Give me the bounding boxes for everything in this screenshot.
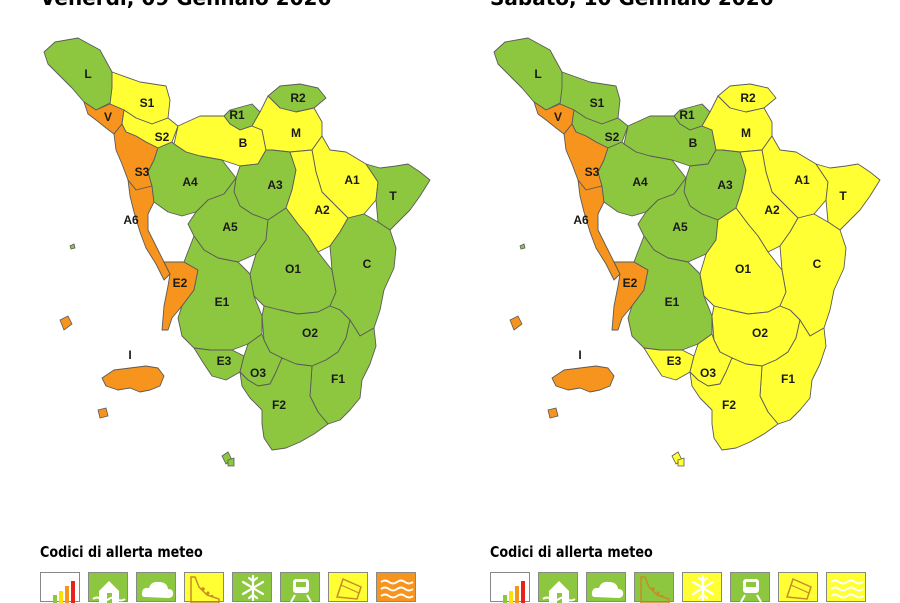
zone-label-s2: S2 [605,130,620,144]
legend-title: Codici di allerta meteo [40,543,203,561]
zone-label-t: T [839,189,847,203]
zone-label-e1: E1 [665,295,680,309]
zone-label-r1: R1 [229,108,245,122]
zone-i [551,365,615,393]
zone-label-r2: R2 [290,91,306,105]
minor-island-3 [227,457,235,467]
zone-label-a6: A6 [573,213,589,227]
zone-label-i: I [128,348,131,362]
zone-label-o1: O1 [735,262,751,276]
zone-label-e2: E2 [623,276,638,290]
zone-l [493,37,569,111]
zone-label-c: C [363,257,372,271]
zone-label-a5: A5 [222,220,238,234]
minor-island-1 [97,407,109,419]
storm-cloud-icon [586,572,626,602]
zone-label-i: I [578,348,581,362]
snowflake-icon [682,572,722,602]
zone-i [101,365,165,393]
zone-label-m: M [291,126,301,140]
zone-label-o2: O2 [752,326,768,340]
wind-icon [328,572,368,602]
minor-island-4 [519,243,526,250]
zone-label-a1: A1 [794,173,810,187]
minor-island-3 [677,457,685,467]
zone-label-s3: S3 [135,165,150,179]
zone-label-f2: F2 [272,398,286,412]
zone-label-s1: S1 [590,96,605,110]
minor-island-0 [509,315,523,331]
legend-title: Codici di allerta meteo [490,543,653,561]
zone-label-a6: A6 [123,213,139,227]
zone-label-a5: A5 [672,220,688,234]
ice-road-icon [280,572,320,603]
zone-label-a4: A4 [182,175,198,189]
zone-label-o2: O2 [302,326,318,340]
zone-label-v: V [104,110,112,124]
minor-island-4 [69,243,76,250]
zone-label-r1: R1 [679,108,695,122]
zone-label-b: B [689,136,698,150]
landslide-icon [184,572,224,603]
flood-house-icon [538,572,578,603]
zone-t [815,163,881,231]
map-date-title: Venerdì, 09 Gennaio 2026 [40,0,331,10]
sea-waves-icon [376,572,416,602]
zone-t [365,163,431,231]
zone-c [779,213,847,337]
zone-label-e1: E1 [215,295,230,309]
zone-l [43,37,119,111]
zone-label-s2: S2 [155,130,170,144]
zone-label-e3: E3 [217,354,232,368]
ice-road-icon [730,572,770,603]
signal-bars-icon [40,572,80,603]
zone-label-v: V [554,110,562,124]
wind-icon [778,572,818,602]
zone-label-e3: E3 [667,354,682,368]
zone-label-a2: A2 [764,203,780,217]
tuscany-alert-map: L S1 V S2 S3 A6 E2 R1 R2 B M A4 A3 A1 T A2 A5 E1 O1 C E3 O2 O3… [493,37,881,467]
zone-label-f1: F1 [781,372,795,386]
zone-label-a1: A1 [344,173,360,187]
map-panel-saturday: Sabato, 10 Gennaio 2026 L S1 V S2 S3 A6 E2 R1 R2… [450,0,900,603]
landslide-icon [634,572,674,603]
zone-label-r2: R2 [740,91,756,105]
map-panel-friday: Venerdì, 09 Gennaio 2026 L S1 V S2 S3 A6 E2 R1 R… [0,0,450,603]
zone-label-b: B [239,136,248,150]
signal-bars-icon [490,572,530,603]
zone-label-a2: A2 [314,203,330,217]
minor-island-1 [547,407,559,419]
zone-label-f2: F2 [722,398,736,412]
zone-label-a3: A3 [267,178,283,192]
zone-label-e2: E2 [173,276,188,290]
zone-label-a4: A4 [632,175,648,189]
zone-label-o1: O1 [285,262,301,276]
zone-label-o3: O3 [700,366,716,380]
map-date-title: Sabato, 10 Gennaio 2026 [490,0,774,10]
zone-label-m: M [741,126,751,140]
zone-label-o3: O3 [250,366,266,380]
minor-island-0 [59,315,73,331]
zone-label-a3: A3 [717,178,733,192]
zone-f2 [689,357,779,451]
zone-label-f1: F1 [331,372,345,386]
storm-cloud-icon [136,572,176,602]
zone-label-s3: S3 [585,165,600,179]
zone-label-l: L [534,67,541,81]
tuscany-alert-map: L S1 V S2 S3 A6 E2 R1 R2 B M A4 A3 A1 T A2 A5 E1 O1 C E3 O2 O3… [43,37,431,467]
zone-label-c: C [813,257,822,271]
zone-f2 [239,357,329,451]
flood-house-icon [88,572,128,603]
zone-label-t: T [389,189,397,203]
zone-label-s1: S1 [140,96,155,110]
snowflake-icon [232,572,272,602]
zone-label-l: L [84,67,91,81]
zone-c [329,213,397,337]
sea-waves-icon [826,572,866,602]
